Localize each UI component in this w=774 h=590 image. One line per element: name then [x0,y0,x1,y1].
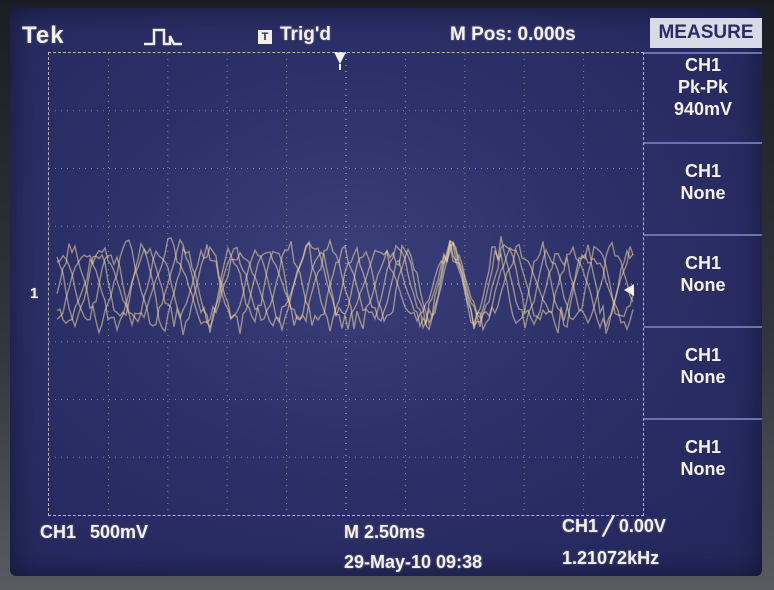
measure-slot-type: None [680,275,726,295]
waveform-display [49,53,643,515]
measure-slot-5[interactable]: CH1 None [644,418,762,520]
volts-per-div: 500mV [90,522,149,542]
measure-slot-3[interactable]: CH1 None [644,234,762,336]
measure-slot-source: CH1 [684,437,721,457]
measure-slot-value: 940mV [673,99,733,119]
measure-slot-source: CH1 [684,55,721,75]
timebase: M 2.50ms [344,522,426,542]
measure-slot-1[interactable]: CH1 Pk-Pk 940mV [644,52,762,138]
measure-slot-type: None [680,367,726,387]
brand-logo: Tek [22,22,65,49]
measure-slot-4[interactable]: CH1 None [644,326,762,428]
measure-slot-source: CH1 [684,345,721,365]
measure-menu: CH1 Pk-Pk 940mV CH1 None CH1 None CH1 No… [644,48,762,518]
graticule [48,52,644,516]
waveform-trace [56,236,634,335]
frequency-readout: 1.21072kHz [562,548,660,568]
measure-slot-source: CH1 [684,253,721,273]
measure-slot-type: None [680,459,726,479]
measure-slot-type: None [680,183,726,203]
trigger-status: Trig'd [280,24,331,45]
horizontal-position: M Pos: 0.000s [450,24,576,45]
trigger-status-badge: T [258,30,272,44]
measure-slot-type: Pk-Pk [677,77,729,97]
measure-slot-source: CH1 [684,161,721,181]
measure-slot-2[interactable]: CH1 None [644,142,762,244]
waveform-trace [56,238,634,336]
oscilloscope-screen: Tek T Trig'd M Pos: 0.000s MEASURE CH1 P… [10,8,762,576]
date-time: 29-May-10 09:38 [344,552,483,572]
channel-marker: 1 [30,285,39,302]
channel-label: CH1 [40,522,77,542]
menu-title[interactable]: MEASURE [650,18,762,48]
trigger-edge-icon [144,28,182,46]
trigger-position-arrow-icon [334,52,346,70]
trigger-readout: CH1 ╱ 0.00V [562,516,666,536]
waveform-trace [56,239,634,334]
trigger-level-arrow-icon [624,284,634,296]
